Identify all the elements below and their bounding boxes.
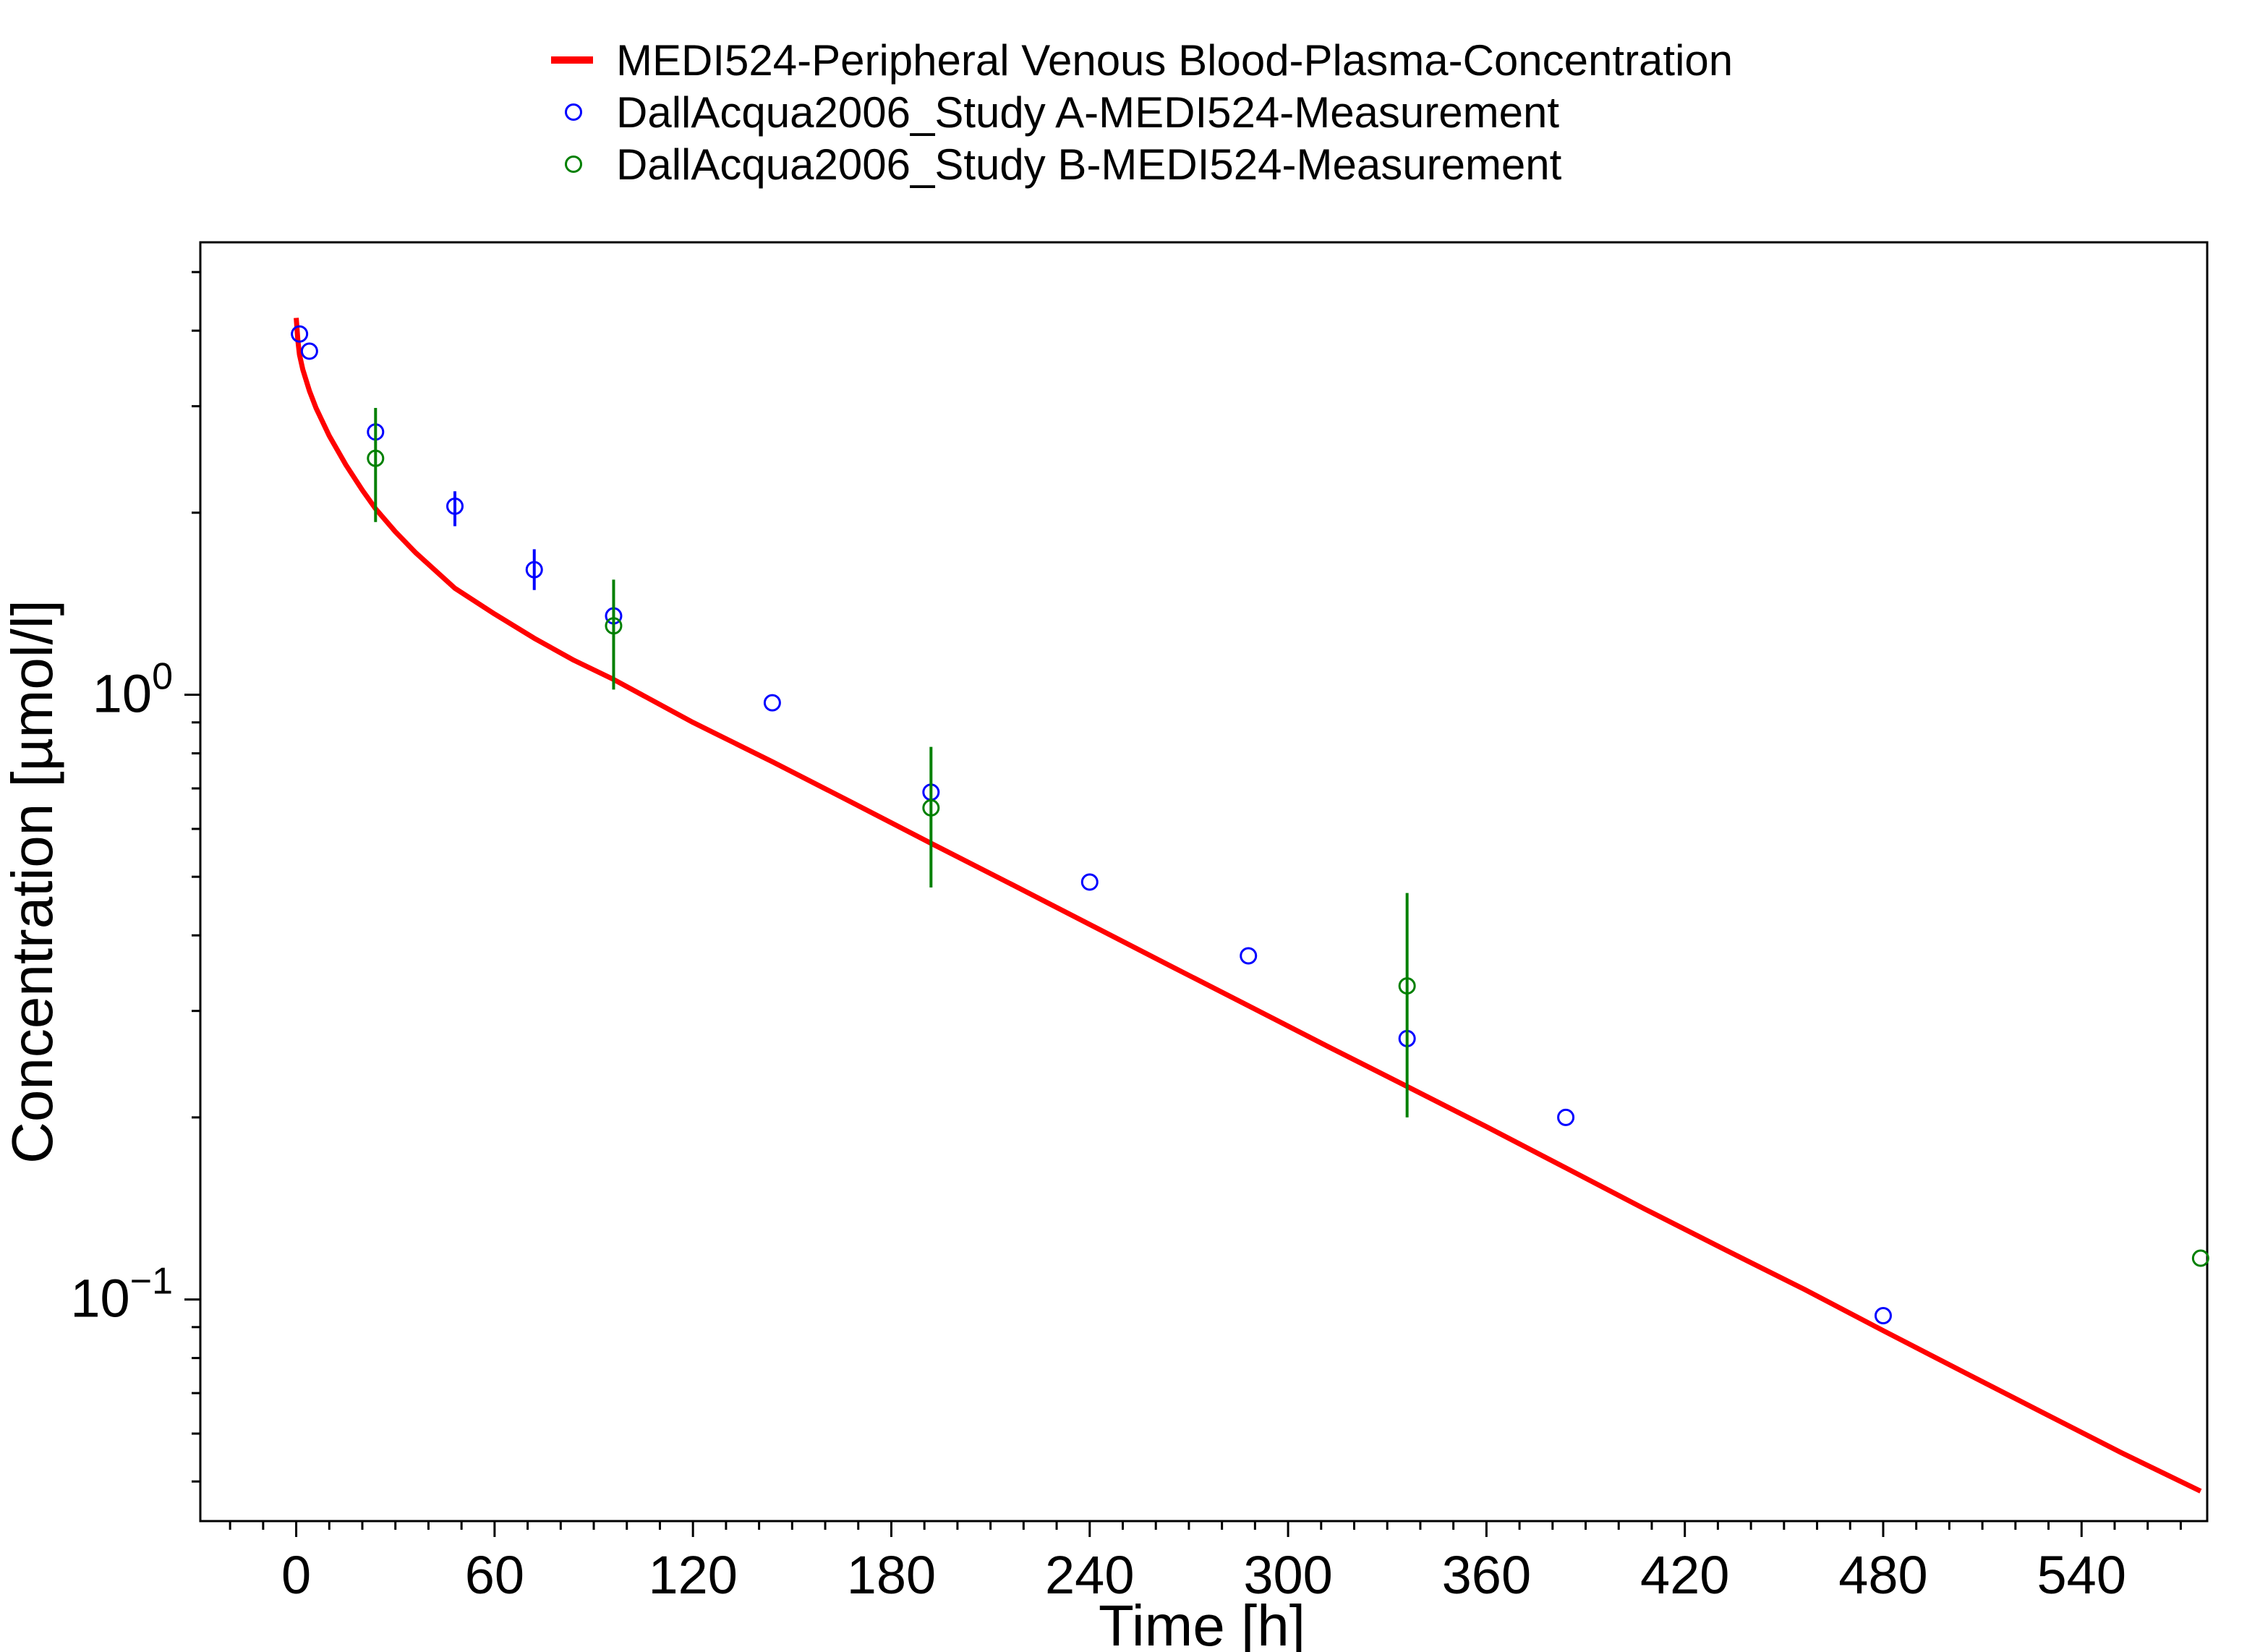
series-layer	[291, 318, 2209, 1494]
y-tick-label-base: 10	[93, 664, 152, 724]
study-b-data-point	[367, 449, 385, 467]
study-a-data-point	[1080, 873, 1099, 891]
legend-label-study-a: DallAcqua2006_Study A-MEDI524-Measuremen…	[616, 88, 1559, 137]
y-tick-label-exponent: 0	[152, 656, 173, 698]
x-tick-label: 300	[1243, 1545, 1332, 1605]
x-axis-ticks: 0 60 120 180 240 300 360 420 480 540	[229, 1521, 2182, 1605]
x-tick-label: 180	[847, 1545, 936, 1605]
y-tick-label: 10−1	[70, 1261, 173, 1329]
y-axis-label: Concentration [µmol/l]	[0, 600, 64, 1164]
x-tick-label: 120	[648, 1545, 737, 1605]
legend-label-study-b: DallAcqua2006_Study B-MEDI524-Measuremen…	[616, 140, 1562, 189]
study-a-data-point	[525, 561, 543, 579]
x-tick-label: 360	[1442, 1545, 1531, 1605]
study-a-data-point	[1557, 1108, 1575, 1126]
x-axis-label: Time [h]	[1099, 1593, 1305, 1652]
y-tick-label-base: 10	[70, 1269, 129, 1329]
x-tick-label: 480	[1838, 1545, 1927, 1605]
legend-marker-study-a	[565, 103, 582, 121]
y-tick-label: 100	[93, 656, 173, 724]
simulation-curve	[294, 318, 2202, 1494]
x-tick-label: 420	[1640, 1545, 1729, 1605]
y-tick-label-exponent: −1	[130, 1261, 173, 1303]
legend-label-simulation: MEDI524-Peripheral Venous Blood-Plasma-C…	[616, 36, 1733, 85]
study-a-data-point	[763, 694, 781, 712]
x-tick-label: 540	[2037, 1545, 2126, 1605]
x-tick-label: 240	[1045, 1545, 1134, 1605]
study-a-data-point	[291, 325, 309, 343]
study-a-data-point	[1240, 947, 1258, 965]
study-a-data-point	[446, 497, 464, 515]
study-b-data-point	[1398, 977, 1416, 995]
legend-marker-study-b	[565, 156, 582, 173]
x-tick-label: 60	[465, 1545, 524, 1605]
x-tick-label: 0	[281, 1545, 311, 1605]
study-a-data-point	[300, 342, 318, 360]
study-a-data-point	[1874, 1307, 1892, 1325]
study-b-data-point	[2191, 1249, 2209, 1267]
plot-frame	[199, 241, 2209, 1523]
study-b-data-point	[605, 617, 623, 635]
legend: MEDI524-Peripheral Venous Blood-Plasma-C…	[551, 36, 1733, 189]
study-b-data-point	[922, 799, 940, 817]
